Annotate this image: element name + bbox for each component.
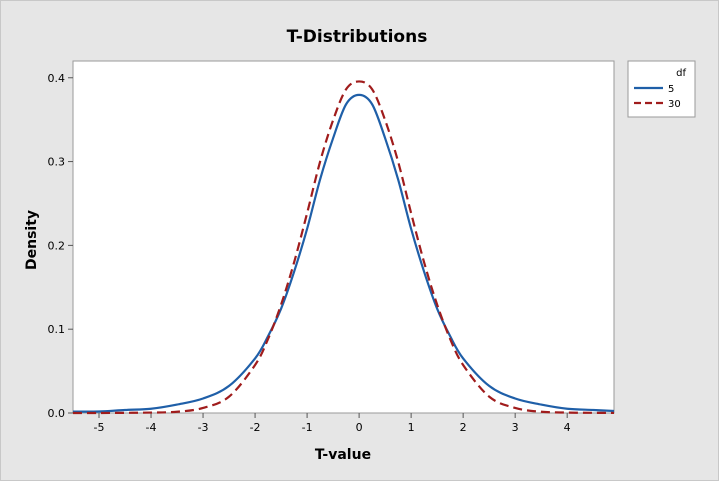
x-tick-label: -1: [302, 421, 313, 434]
legend-entry-df-5: 5: [668, 84, 674, 95]
x-axis-title: T-value: [315, 447, 371, 463]
x-tick-label: -3: [198, 421, 209, 434]
y-axis-title: Density: [24, 210, 40, 270]
x-tick-label: -2: [250, 421, 261, 434]
legend: df 5 30: [627, 60, 696, 118]
x-tick-label: 1: [408, 421, 415, 434]
y-tick-label: 0.0: [48, 407, 66, 420]
legend-title: df: [676, 68, 686, 79]
x-axis: -5 -4 -3 -2 -1 0 1 2 3 4: [94, 413, 571, 434]
x-tick-label: 0: [356, 421, 363, 434]
y-tick-label: 0.3: [48, 156, 66, 169]
plot-area: [72, 60, 615, 414]
x-tick-label: -5: [94, 421, 105, 434]
x-tick-label: 4: [564, 421, 571, 434]
x-tick-label: 2: [460, 421, 467, 434]
legend-entry-df-30: 30: [668, 99, 681, 110]
series-line-df-5: [72, 93, 615, 413]
chart-title: T-Distributions: [287, 27, 428, 47]
x-tick-label: -4: [146, 421, 157, 434]
y-tick-label: 0.2: [48, 239, 66, 252]
series-layer: [72, 80, 615, 415]
y-tick-label: 0.4: [48, 72, 66, 85]
series-line-df-30: [72, 80, 615, 415]
y-tick-label: 0.1: [48, 323, 66, 336]
y-axis: 0.0 0.1 0.2 0.3 0.4: [48, 72, 73, 420]
x-tick-label: 3: [512, 421, 519, 434]
